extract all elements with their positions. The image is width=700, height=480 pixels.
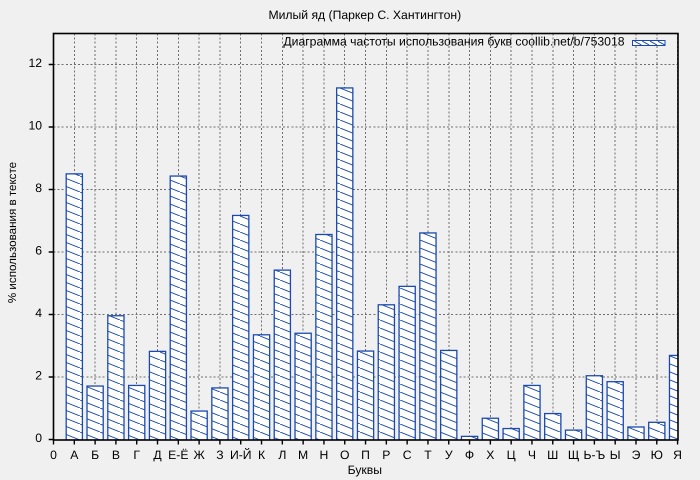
svg-text:Диаграмма частоты использовани: Диаграмма частоты использования букв coo… — [283, 35, 624, 49]
svg-text:В: В — [112, 448, 120, 462]
svg-text:Ц: Ц — [507, 448, 516, 462]
svg-text:Е-Ё: Е-Ё — [168, 448, 188, 462]
svg-text:Т: Т — [424, 448, 432, 462]
svg-text:8: 8 — [35, 181, 42, 195]
svg-text:С: С — [403, 448, 412, 462]
svg-text:Милый яд (Паркер С. Хантингтон: Милый яд (Паркер С. Хантингтон) — [268, 8, 461, 22]
svg-text:У: У — [445, 448, 453, 462]
svg-text:Э: Э — [632, 448, 641, 462]
svg-text:0: 0 — [35, 431, 42, 445]
svg-text:Х: Х — [486, 448, 494, 462]
svg-text:Ь-Ъ: Ь-Ъ — [584, 448, 606, 462]
svg-text:Д: Д — [153, 448, 162, 462]
svg-text:2: 2 — [35, 369, 42, 383]
svg-text:Ж: Ж — [193, 448, 205, 462]
svg-text:% использования в тексте: % использования в тексте — [6, 162, 19, 303]
svg-text:З: З — [216, 448, 223, 462]
svg-text:10: 10 — [28, 119, 42, 133]
svg-text:П: П — [361, 448, 370, 462]
svg-text:А: А — [70, 448, 79, 462]
svg-text:Ф: Ф — [465, 448, 474, 462]
svg-text:Буквы: Буквы — [348, 463, 382, 477]
svg-text:6: 6 — [35, 244, 42, 258]
svg-text:Н: Н — [320, 448, 329, 462]
svg-text:Г: Г — [133, 448, 140, 462]
svg-text:Ч: Ч — [528, 448, 536, 462]
svg-text:12: 12 — [28, 56, 42, 70]
svg-text:Я: Я — [673, 448, 682, 462]
svg-text:Р: Р — [382, 448, 390, 462]
svg-text:И-Й: И-Й — [230, 447, 252, 462]
svg-text:Ы: Ы — [610, 448, 621, 462]
svg-text:О: О — [340, 448, 349, 462]
svg-text:Б: Б — [91, 448, 99, 462]
svg-text:Ш: Ш — [547, 448, 558, 462]
svg-text:0: 0 — [50, 448, 57, 462]
svg-text:М: М — [298, 448, 308, 462]
svg-text:Щ: Щ — [568, 448, 579, 462]
svg-text:Ю: Ю — [651, 448, 663, 462]
svg-text:К: К — [258, 448, 266, 462]
svg-text:4: 4 — [35, 306, 42, 320]
svg-text:Л: Л — [278, 448, 286, 462]
